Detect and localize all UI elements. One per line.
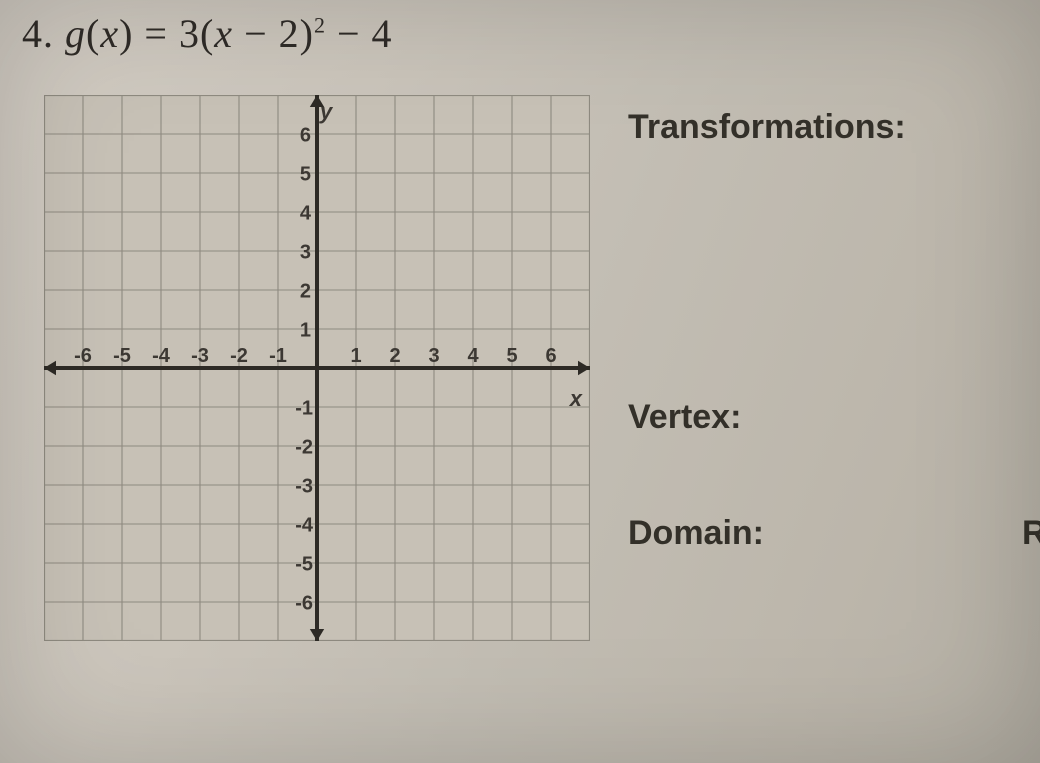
svg-text:x: x	[569, 386, 583, 411]
svg-text:1: 1	[300, 319, 311, 341]
svg-text:3: 3	[428, 345, 439, 367]
svg-text:5: 5	[300, 163, 311, 185]
label-domain: Domain:	[628, 514, 764, 553]
svg-text:-6: -6	[295, 592, 313, 614]
label-transformations: Transformations:	[628, 108, 906, 147]
svg-text:-2: -2	[295, 436, 313, 458]
svg-text:-6: -6	[74, 345, 92, 367]
svg-text:-4: -4	[152, 345, 171, 367]
problem-equation: 4. g(x) = 3(x − 2)2 − 4	[22, 10, 393, 57]
svg-text:4: 4	[300, 202, 312, 224]
svg-text:1: 1	[350, 345, 361, 367]
svg-text:-4: -4	[295, 514, 314, 536]
svg-text:-3: -3	[295, 475, 313, 497]
svg-text:5: 5	[506, 345, 517, 367]
grid-svg: y x -6 -5 -4 -3 -2 -1 1 2 3 4 5 6 1 2 3 4 5 6 -1 -2 -3 -4 -5 -6	[44, 95, 590, 641]
coordinate-grid: y x -6 -5 -4 -3 -2 -1 1 2 3 4 5 6 1 2 3 4 5 6 -1 -2 -3 -4 -5 -6	[44, 95, 590, 641]
svg-text:-5: -5	[113, 345, 131, 367]
svg-text:3: 3	[300, 241, 311, 263]
svg-text:2: 2	[389, 345, 400, 367]
svg-text:-3: -3	[191, 345, 209, 367]
svg-text:-1: -1	[269, 345, 287, 367]
svg-text:6: 6	[300, 124, 311, 146]
svg-text:y: y	[319, 99, 334, 124]
label-range-cutoff: R	[1022, 514, 1040, 553]
svg-text:-2: -2	[230, 345, 248, 367]
svg-text:2: 2	[300, 280, 311, 302]
svg-text:6: 6	[545, 345, 556, 367]
svg-text:-1: -1	[295, 397, 313, 419]
svg-text:4: 4	[467, 345, 479, 367]
worksheet-page: 4. g(x) = 3(x − 2)2 − 4 y x -6 -5 -4 -3 -2 -1 1 2…	[0, 0, 1040, 763]
svg-text:-5: -5	[295, 553, 313, 575]
label-vertex: Vertex:	[628, 398, 741, 437]
